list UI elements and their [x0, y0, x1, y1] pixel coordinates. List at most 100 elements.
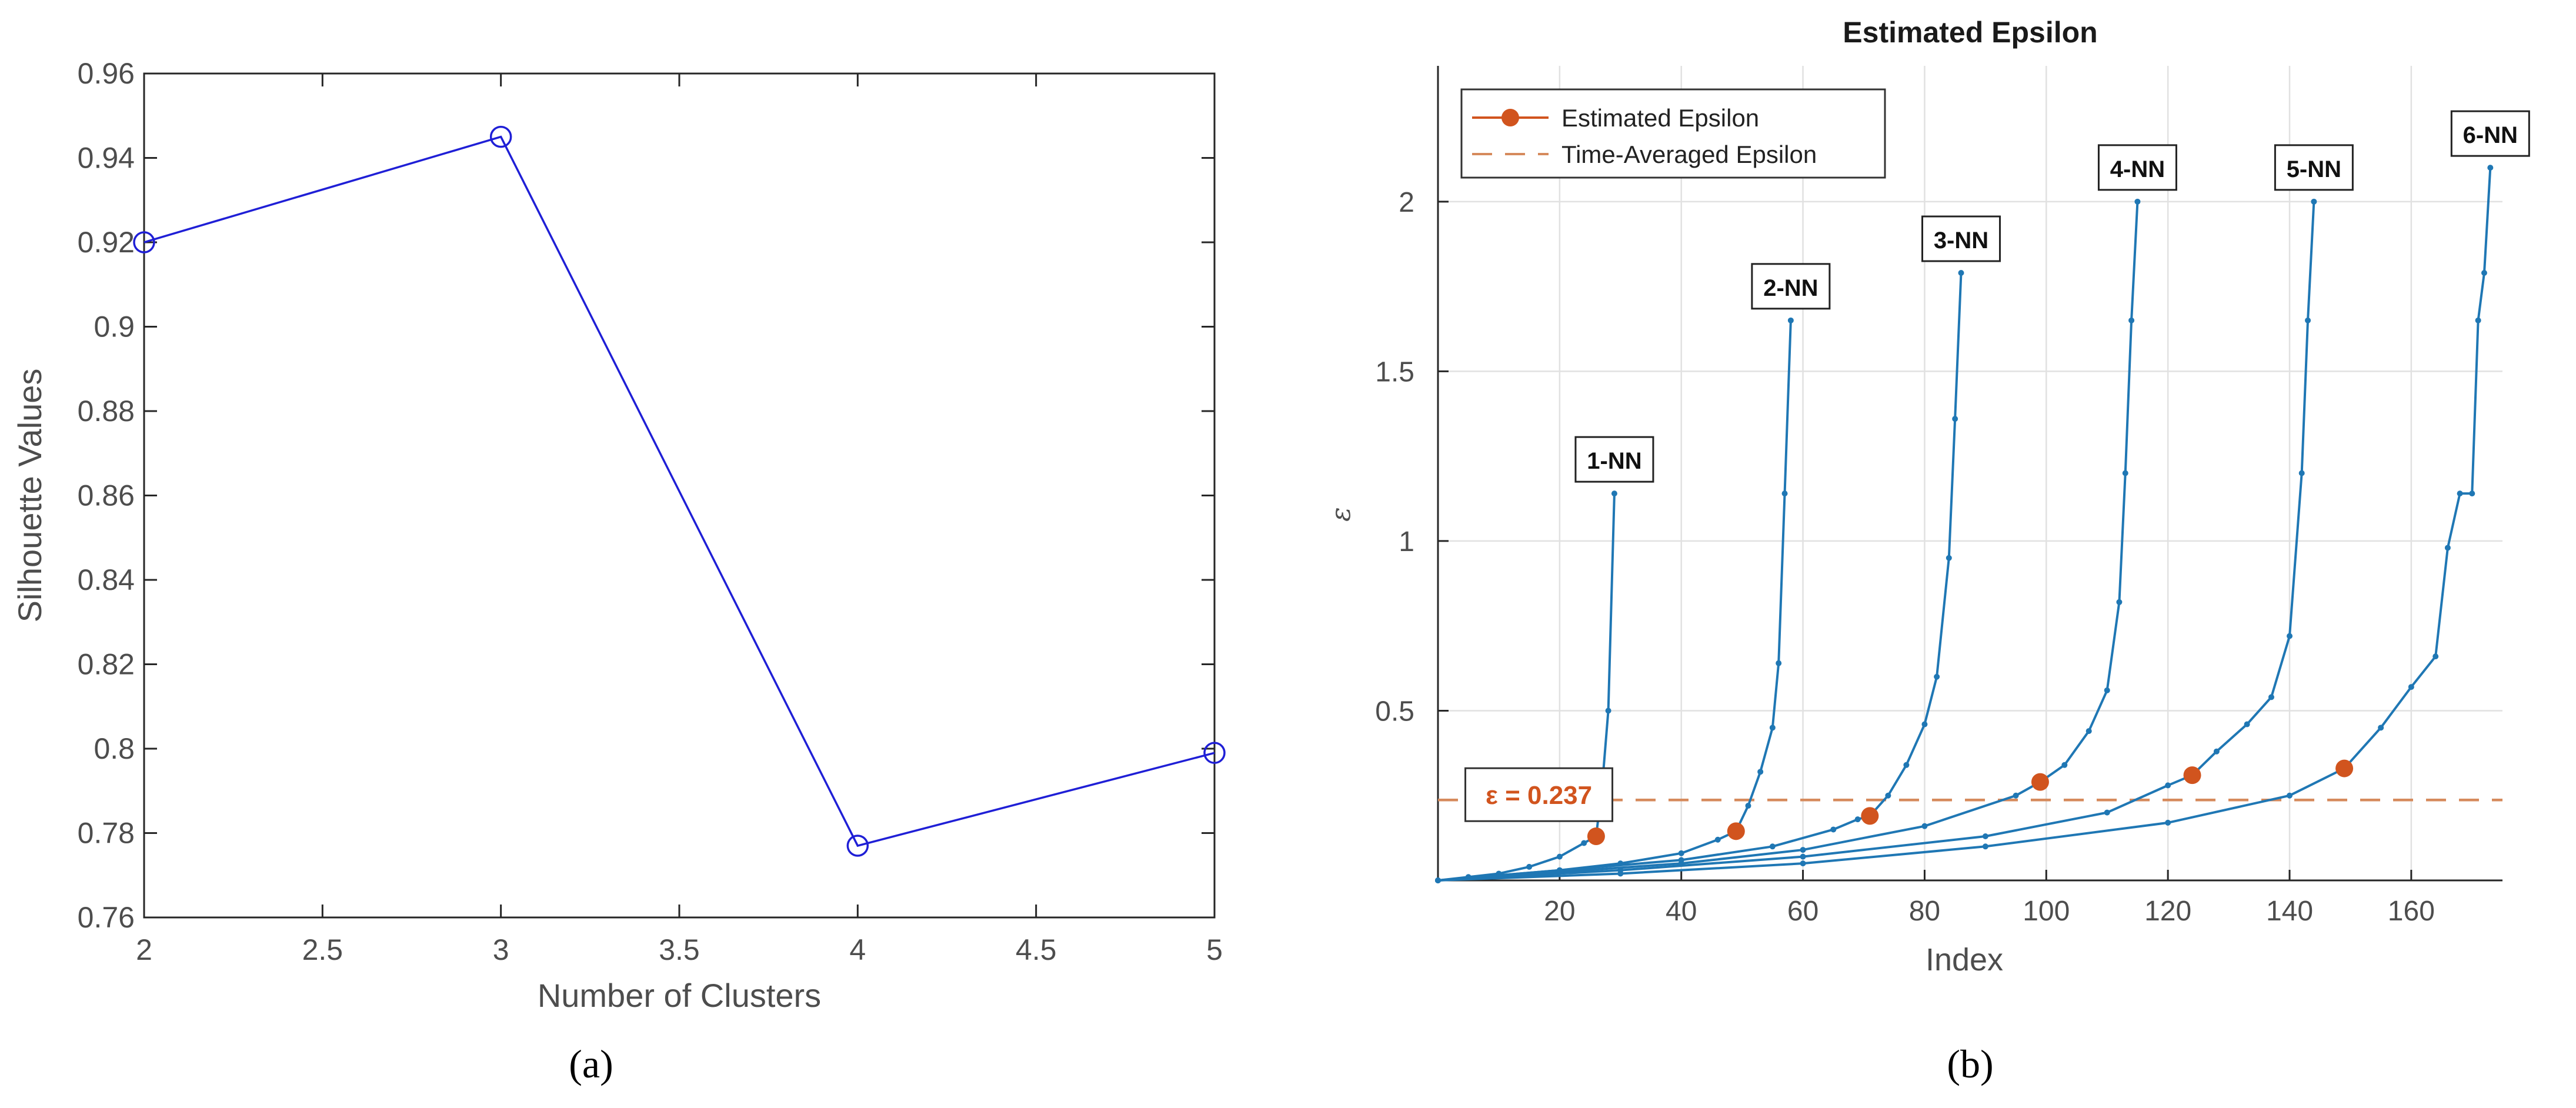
- silhouette-series-line: [144, 135, 1215, 847]
- nn-point: [2287, 792, 2293, 799]
- y-tick-label: 0.8: [94, 732, 135, 765]
- x-tick-label: 140: [2266, 896, 2313, 927]
- caption-a: (a): [569, 1042, 613, 1086]
- epsilon-annotation-box: [1464, 767, 1614, 822]
- nn-point: [1714, 836, 1721, 843]
- legend-label-time-averaged: Time-Averaged Epsilon: [1561, 141, 1817, 168]
- nn-point: [2213, 748, 2220, 755]
- nn-point: [2244, 721, 2250, 727]
- nn-point: [1617, 870, 1624, 877]
- x-tick-label: 3.5: [659, 933, 700, 966]
- y-tick-label: 0.84: [78, 563, 135, 596]
- panel-b: 20 40 60 80 100 120 140 160 0.5 1 1.5 2 Estimated Ep…: [1288, 0, 2576, 1108]
- curve-label-4-nn: 4-NN: [2097, 144, 2177, 191]
- nn-point: [1934, 673, 1940, 680]
- legend-marker-estimated: [1501, 109, 1519, 126]
- estimated-epsilon-point: [1587, 827, 1605, 845]
- y-tick-label: 0.5: [1375, 696, 1414, 727]
- panel-a: 2 2.5 3 3.5 4 4.5 5 0.76 0.78 0.8 0.82 0.84 0.86 0.88…: [11, 57, 1226, 1086]
- x-axis-label: Number of Clusters: [538, 977, 821, 1014]
- nn-point: [1800, 853, 1806, 860]
- x-tick-label: 20: [1544, 896, 1575, 927]
- x-tick-label: 40: [1666, 896, 1697, 927]
- x-tick-label: 2: [136, 933, 152, 966]
- silhouette-point: [133, 231, 155, 253]
- curve-label-text: 6-NN: [2463, 122, 2518, 148]
- epsilon-annotation-text: ε = 0.237: [1486, 781, 1592, 810]
- nn-point: [1776, 660, 1782, 666]
- nn-curve-6: [1437, 168, 2492, 882]
- nn-point: [1435, 877, 1441, 883]
- nn-point: [2457, 490, 2463, 497]
- y-tick-label: 0.76: [78, 901, 135, 934]
- x-axis-label: Index: [1926, 942, 2003, 977]
- nn-point: [2298, 470, 2305, 476]
- curve-label-box: [2097, 144, 2177, 191]
- nn-point: [1921, 823, 1928, 829]
- nn-curve-1: [1437, 493, 1616, 882]
- nn-point: [1958, 270, 1964, 276]
- curve-label-box: [2274, 144, 2354, 191]
- nn-point: [2432, 653, 2439, 660]
- chart-title: Estimated Epsilon: [1843, 16, 2097, 49]
- nn-point: [2122, 470, 2128, 476]
- nn-curve-3: [1437, 272, 1963, 882]
- x-tick-label: 3: [493, 933, 509, 966]
- x-tick-label: 4: [849, 933, 866, 966]
- curve-label-text: 4-NN: [2110, 156, 2165, 182]
- nn-point: [2104, 687, 2110, 693]
- nn-point: [2378, 725, 2384, 731]
- y-tick-label: 0.88: [78, 395, 135, 428]
- y-tick-label: 0.86: [78, 479, 135, 512]
- nn-point: [2311, 198, 2317, 205]
- y-tick-label: 0.96: [78, 57, 135, 90]
- epsilon-chart: 20 40 60 80 100 120 140 160 0.5 1 1.5 2 Estimated Ep…: [1324, 16, 2530, 977]
- y-tick-label: 0.92: [78, 226, 135, 259]
- nn-point: [2408, 684, 2414, 690]
- curve-label-text: 3-NN: [1934, 228, 1988, 253]
- legend-box: [1460, 88, 1886, 179]
- nn-point: [2013, 792, 2019, 799]
- curve-label-text: 1-NN: [1587, 448, 1641, 474]
- curve-label-box: [1574, 436, 1654, 483]
- plot-frame: [143, 72, 1216, 919]
- curve-label-6-nn: 6-NN: [2450, 110, 2530, 157]
- x-tick-label: 160: [2388, 896, 2435, 927]
- nn-point: [2104, 809, 2110, 816]
- nn-point: [1787, 317, 1794, 323]
- nn-point: [1800, 860, 1806, 867]
- y-tick-label: 1.5: [1375, 356, 1414, 388]
- nn-point: [1556, 853, 1563, 860]
- nn-point: [1982, 833, 1988, 839]
- nn-point: [2128, 317, 2135, 323]
- nn-point: [1800, 847, 1806, 853]
- curve-label-text: 5-NN: [2287, 156, 2341, 182]
- y-tick-label: 1: [1399, 526, 1414, 558]
- nn-point: [1526, 863, 1533, 870]
- legend: Estimated Epsilon Time-Averaged Epsilon: [1460, 88, 1886, 179]
- x-tick-label: 100: [2023, 896, 2070, 927]
- nn-point: [2481, 270, 2487, 276]
- y-tick-label: 2: [1399, 187, 1414, 218]
- legend-label-estimated: Estimated Epsilon: [1561, 104, 1759, 132]
- silhouette-point: [489, 125, 512, 148]
- nn-point: [2061, 762, 2068, 768]
- curve-label-box: [1921, 215, 2001, 262]
- nn-point: [2305, 317, 2311, 323]
- nn-curve-4: [1437, 201, 2139, 882]
- silhouette-point: [1203, 742, 1226, 764]
- curve-label-5-nn: 5-NN: [2274, 144, 2354, 191]
- estimated-epsilon-point: [1861, 807, 1879, 825]
- epsilon-annotation: ε = 0.237: [1464, 767, 1614, 822]
- nn-point: [1921, 721, 1928, 727]
- nn-point: [1952, 416, 1958, 422]
- nn-curve-5: [1437, 201, 2315, 882]
- curve-label-1-nn: 1-NN: [1574, 436, 1654, 483]
- y-axis-label: ε: [1324, 507, 1356, 522]
- estimated-epsilon-point: [1727, 822, 1745, 840]
- x-tick-label: 5: [1206, 933, 1223, 966]
- nn-point: [1854, 816, 1861, 823]
- nn-point: [1830, 826, 1837, 833]
- x-tick-label: 120: [2144, 896, 2191, 927]
- nn-point: [2287, 633, 2293, 639]
